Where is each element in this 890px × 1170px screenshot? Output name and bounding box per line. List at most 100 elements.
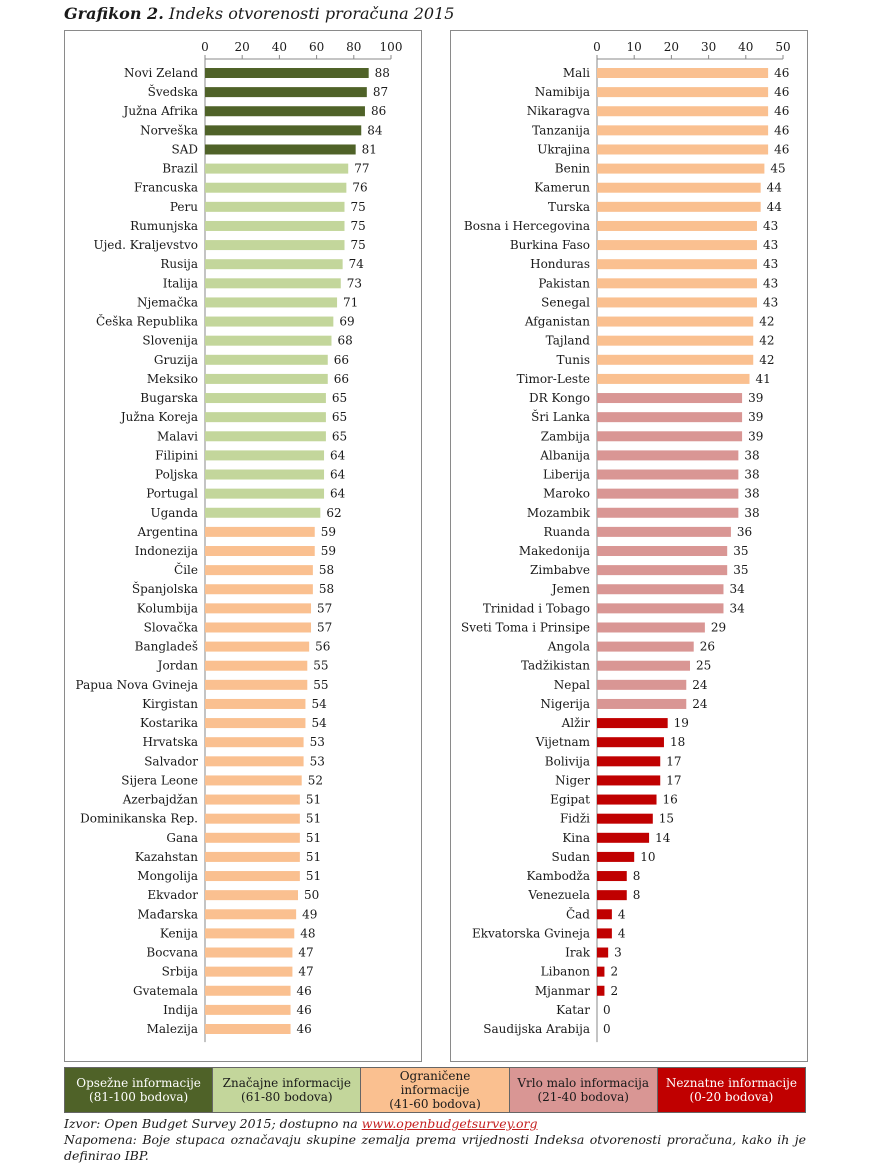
category-label: Katar [556, 1003, 590, 1017]
value-label: 46 [297, 984, 312, 998]
bar [597, 565, 728, 576]
value-label: 44 [767, 200, 783, 214]
bar [597, 909, 612, 920]
value-label: 76 [352, 181, 367, 195]
source-link[interactable]: www.openbudgetsurvey.org [361, 1116, 538, 1131]
category-label: Maroko [543, 487, 590, 501]
category-label: Angola [547, 640, 590, 654]
bar [597, 985, 605, 996]
value-label: 47 [298, 946, 313, 960]
category-label: Portugal [146, 487, 198, 501]
x-tick-label: 80 [346, 40, 361, 54]
legend-item-ogranicene: Ograničene informacije (41-60 bodova) [361, 1068, 510, 1112]
value-label: 49 [302, 907, 317, 921]
bar [205, 297, 338, 308]
bar [205, 890, 298, 901]
bar [597, 660, 690, 671]
category-label: Hrvatska [142, 735, 198, 749]
bar [205, 584, 313, 595]
x-tick-label: 40 [738, 40, 753, 54]
value-label: 24 [692, 697, 708, 711]
value-label: 43 [763, 257, 778, 271]
source-line: Izvor: Open Budget Survey 2015; dostupno… [64, 1116, 538, 1131]
value-label: 15 [659, 812, 674, 826]
category-label: Bugarska [140, 391, 198, 405]
category-label: Kostarika [140, 716, 198, 730]
category-label: Malezija [147, 1022, 198, 1036]
value-label: 47 [298, 965, 313, 979]
value-label: 65 [332, 410, 347, 424]
value-label: 46 [774, 66, 789, 80]
x-tick-label: 100 [380, 40, 403, 54]
value-label: 43 [763, 295, 778, 309]
bar [597, 316, 754, 327]
bar [597, 354, 754, 365]
bar [205, 660, 308, 671]
category-label: Malavi [157, 429, 198, 443]
category-label: Ukrajina [537, 142, 590, 156]
category-label: Španjolska [132, 580, 198, 596]
value-label: 42 [759, 353, 774, 367]
legend-text: (21-40 bodova) [537, 1090, 629, 1104]
bar [205, 469, 325, 480]
bar [597, 507, 739, 518]
bar [597, 832, 650, 843]
bar [597, 297, 757, 308]
bar [597, 737, 664, 748]
category-label: Venezuela [527, 888, 590, 902]
bar [597, 794, 657, 805]
value-label: 84 [367, 123, 383, 137]
value-label: 51 [306, 793, 321, 807]
value-label: 75 [351, 200, 366, 214]
category-label: Benin [555, 162, 590, 176]
value-label: 74 [349, 257, 365, 271]
value-label: 58 [319, 563, 334, 577]
category-label: Turska [548, 200, 590, 214]
value-label: 53 [310, 735, 325, 749]
category-label: Mongolija [137, 869, 198, 883]
category-label: Rusija [160, 257, 198, 271]
category-label: Sveti Toma i Prinsipe [461, 620, 590, 634]
category-label: Gana [166, 831, 198, 845]
value-label: 64 [330, 487, 346, 501]
category-label: Sijera Leone [121, 773, 198, 787]
legend-item-znacajne: Značajne informacije (61-80 bodova) [213, 1068, 362, 1112]
category-label: Senegal [541, 295, 590, 309]
category-label: Irak [565, 946, 591, 960]
bar [205, 488, 325, 499]
value-label: 29 [711, 620, 726, 634]
value-label: 64 [330, 448, 346, 462]
value-label: 59 [321, 544, 336, 558]
value-label: 65 [332, 429, 347, 443]
legend: Opsežne informacije (81-100 bodova) Značaj… [64, 1067, 806, 1113]
category-label: Kamerun [534, 181, 590, 195]
category-label: Jordan [156, 659, 199, 673]
value-label: 2 [610, 965, 618, 979]
value-label: 34 [729, 582, 745, 596]
bar [205, 68, 369, 78]
category-label: Meksiko [147, 372, 198, 386]
bar [205, 526, 315, 537]
bar [597, 68, 769, 78]
value-label: 35 [733, 544, 748, 558]
value-label: 55 [313, 659, 328, 673]
value-label: 24 [692, 678, 708, 692]
bar [205, 603, 312, 614]
value-label: 50 [304, 888, 319, 902]
figure-title: Grafikon 2. Indeks otvorenosti proračuna… [64, 4, 455, 23]
legend-text: (81-100 bodova) [89, 1090, 189, 1104]
value-label: 48 [300, 926, 315, 940]
value-label: 8 [633, 888, 641, 902]
category-label: Kirgistan [142, 697, 198, 711]
note-text: Napomena: Boje stupaca označavaju skupin… [64, 1132, 806, 1163]
category-label: Francuska [134, 181, 198, 195]
bar [597, 679, 687, 690]
value-label: 75 [351, 219, 366, 233]
bar [205, 565, 313, 576]
category-label: Njemačka [137, 295, 198, 309]
bar [205, 832, 300, 843]
category-label: Slovenija [142, 334, 198, 348]
category-label: Slovačka [144, 620, 198, 634]
value-label: 14 [655, 831, 671, 845]
bar [205, 450, 325, 461]
